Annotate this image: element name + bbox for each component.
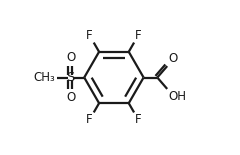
Text: O: O	[168, 52, 177, 65]
Text: O: O	[66, 91, 75, 104]
Text: O: O	[66, 51, 75, 64]
Text: S: S	[66, 71, 75, 84]
Text: CH₃: CH₃	[34, 71, 55, 84]
Text: OH: OH	[168, 90, 186, 103]
Text: F: F	[86, 29, 93, 42]
Text: F: F	[135, 29, 141, 42]
Text: F: F	[135, 113, 141, 126]
Text: F: F	[86, 113, 93, 126]
